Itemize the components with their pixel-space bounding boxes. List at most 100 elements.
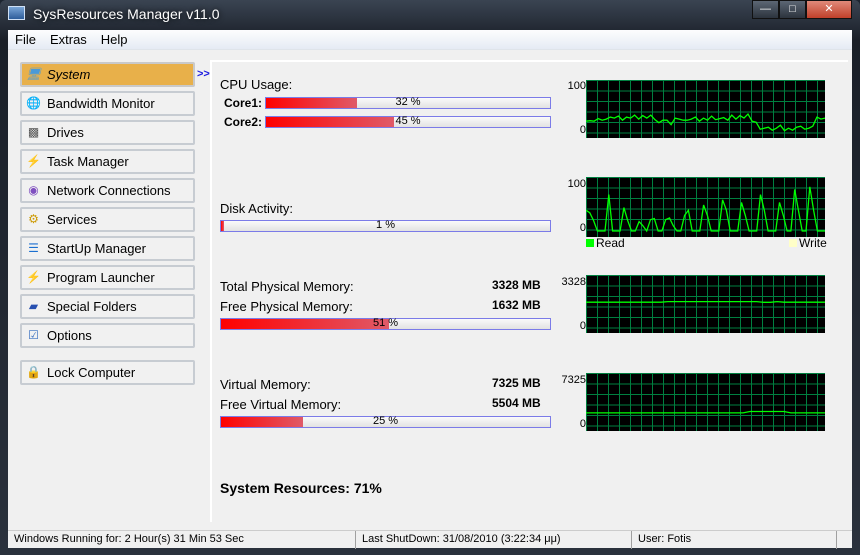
sidebar-item-label: Lock Computer bbox=[47, 365, 136, 380]
sidebar-item-label: Network Connections bbox=[47, 183, 171, 198]
write-swatch bbox=[789, 239, 797, 247]
sidebar-item-program-launcher[interactable]: ⚡ Program Launcher bbox=[20, 265, 195, 290]
client-area: File Extras Help 🖥 System 🌐 Bandwidth Monit… bbox=[8, 30, 852, 530]
menu-extras[interactable]: Extras bbox=[49, 32, 87, 47]
app-icon bbox=[8, 6, 25, 20]
network-globe-icon: 🌐 bbox=[26, 96, 41, 110]
virtual-percent: 25 % bbox=[372, 415, 399, 427]
virtual-memory-value: 7325 MB bbox=[492, 376, 541, 390]
sidebar-item-label: Bandwidth Monitor bbox=[47, 96, 155, 111]
physical-percent: 51 % bbox=[372, 317, 399, 329]
core1-progress: 32 % bbox=[265, 96, 551, 109]
sidebar-item-services[interactable]: ⚙ Services bbox=[20, 207, 195, 232]
virtual-memory-label: Virtual Memory: bbox=[220, 377, 311, 392]
title-bar[interactable]: SysResources Manager v11.0 — □ ✕ bbox=[0, 0, 860, 28]
sidebar-item-label: Services bbox=[47, 212, 97, 227]
virtual-graph-ymax: 7325 bbox=[561, 374, 586, 386]
cpu-usage-label: CPU Usage: bbox=[220, 77, 293, 92]
system-resources-summary: System Resources: 71% bbox=[220, 480, 382, 496]
lock-computer-button[interactable]: 🔒 Lock Computer bbox=[20, 360, 195, 385]
menu-file[interactable]: File bbox=[15, 32, 36, 47]
system-panel: CPU Usage: Core1: 32 % Core2: 45 % Disk … bbox=[210, 60, 848, 522]
total-physical-value: 3328 MB bbox=[492, 278, 541, 292]
close-button[interactable]: ✕ bbox=[806, 0, 852, 19]
sidebar-item-task-manager[interactable]: ⚡ Task Manager bbox=[20, 149, 195, 174]
sidebar-item-system[interactable]: 🖥 System bbox=[20, 62, 195, 87]
free-physical-value: 1632 MB bbox=[492, 298, 541, 312]
total-physical-label: Total Physical Memory: bbox=[220, 279, 354, 294]
task-icon: ⚡ bbox=[26, 154, 41, 168]
cpu-graph-ymax: 100 bbox=[567, 80, 586, 92]
sidebar-item-special-folders[interactable]: ▰ Special Folders bbox=[20, 294, 195, 319]
write-legend: Write bbox=[789, 236, 827, 250]
disk-progress: 1 % bbox=[220, 219, 551, 232]
write-label: Write bbox=[799, 236, 827, 250]
sidebar-item-label: System bbox=[47, 67, 91, 82]
sidebar-item-label: Program Launcher bbox=[47, 270, 155, 285]
drive-icon: ▩ bbox=[27, 125, 40, 139]
free-virtual-label: Free Virtual Memory: bbox=[220, 397, 342, 412]
graph-canvas bbox=[586, 275, 825, 333]
virtual-graph-ymin: 0 bbox=[579, 418, 586, 430]
physical-graph-ymax: 3328 bbox=[561, 276, 586, 288]
maximize-button[interactable]: □ bbox=[779, 0, 806, 19]
expand-arrows[interactable]: >> bbox=[197, 68, 210, 80]
virtual-memory-progress: 25 % bbox=[220, 415, 551, 428]
status-user: User: Fotis bbox=[632, 531, 837, 549]
physical-memory-graph bbox=[586, 275, 825, 333]
progress-fill bbox=[221, 319, 389, 329]
virtual-memory-graph bbox=[586, 373, 825, 431]
core1-percent: 32 % bbox=[395, 96, 421, 108]
status-last-shutdown: Last ShutDown: 31/08/2010 (3:22:34 μμ) bbox=[356, 531, 632, 549]
graph-series-line bbox=[586, 300, 825, 303]
disk-graph bbox=[586, 177, 825, 237]
menu-bar: File Extras Help bbox=[8, 30, 852, 50]
sidebar-item-network-connections[interactable]: ◉ Network Connections bbox=[20, 178, 195, 203]
disk-activity-label: Disk Activity: bbox=[220, 201, 293, 216]
menu-help[interactable]: Help bbox=[100, 32, 128, 47]
lock-icon: 🔒 bbox=[26, 365, 41, 379]
startup-tree-icon: ☰ bbox=[28, 241, 39, 255]
physical-graph-ymin: 0 bbox=[579, 320, 586, 332]
core2-label: Core2: bbox=[224, 115, 263, 129]
sidebar-item-bandwidth-monitor[interactable]: 🌐 Bandwidth Monitor bbox=[20, 91, 195, 116]
progress-fill bbox=[221, 417, 304, 427]
core2-progress: 45 % bbox=[265, 115, 551, 128]
lightning-icon: ⚡ bbox=[26, 270, 41, 284]
progress-fill bbox=[266, 98, 357, 108]
sidebar-item-options[interactable]: ☑ Options bbox=[20, 323, 195, 348]
status-uptime: Windows Running for: 2 Hour(s) 31 Min 53… bbox=[8, 531, 356, 549]
core1-label: Core1: bbox=[224, 96, 263, 110]
sidebar-item-label: Task Manager bbox=[47, 154, 129, 169]
progress-fill bbox=[221, 221, 225, 231]
sidebar-item-startup-manager[interactable]: ☰ StartUp Manager bbox=[20, 236, 195, 261]
services-icon: ⚙ bbox=[28, 212, 39, 226]
progress-fill bbox=[266, 117, 394, 127]
read-swatch bbox=[586, 239, 594, 247]
physical-memory-progress: 51 % bbox=[220, 317, 551, 330]
graph-series-line bbox=[586, 113, 825, 132]
options-icon: ☑ bbox=[28, 328, 39, 342]
graph-canvas bbox=[586, 80, 825, 138]
sidebar-item-label: Special Folders bbox=[47, 299, 137, 314]
cpu-graph bbox=[586, 80, 825, 138]
disk-graph-ymax: 100 bbox=[567, 178, 586, 190]
connections-icon: ◉ bbox=[28, 183, 39, 197]
read-label: Read bbox=[596, 236, 625, 250]
graph-series-line bbox=[586, 410, 825, 414]
core2-percent: 45 % bbox=[395, 115, 421, 127]
folder-icon: ▰ bbox=[28, 299, 39, 313]
cpu-graph-ymin: 0 bbox=[579, 124, 586, 136]
minimize-button[interactable]: — bbox=[752, 0, 779, 19]
free-physical-label: Free Physical Memory: bbox=[220, 299, 353, 314]
graph-canvas bbox=[586, 177, 825, 237]
disk-graph-ymin: 0 bbox=[579, 222, 586, 234]
sidebar-item-label: Options bbox=[47, 328, 92, 343]
graph-canvas bbox=[586, 373, 825, 431]
graph-series-line bbox=[586, 186, 825, 233]
sidebar-item-drives[interactable]: ▩ Drives bbox=[20, 120, 195, 145]
status-bar: Windows Running for: 2 Hour(s) 31 Min 53… bbox=[8, 530, 852, 549]
disk-percent: 1 % bbox=[376, 219, 395, 231]
window-title: SysResources Manager v11.0 bbox=[33, 6, 220, 22]
free-virtual-value: 5504 MB bbox=[492, 396, 541, 410]
